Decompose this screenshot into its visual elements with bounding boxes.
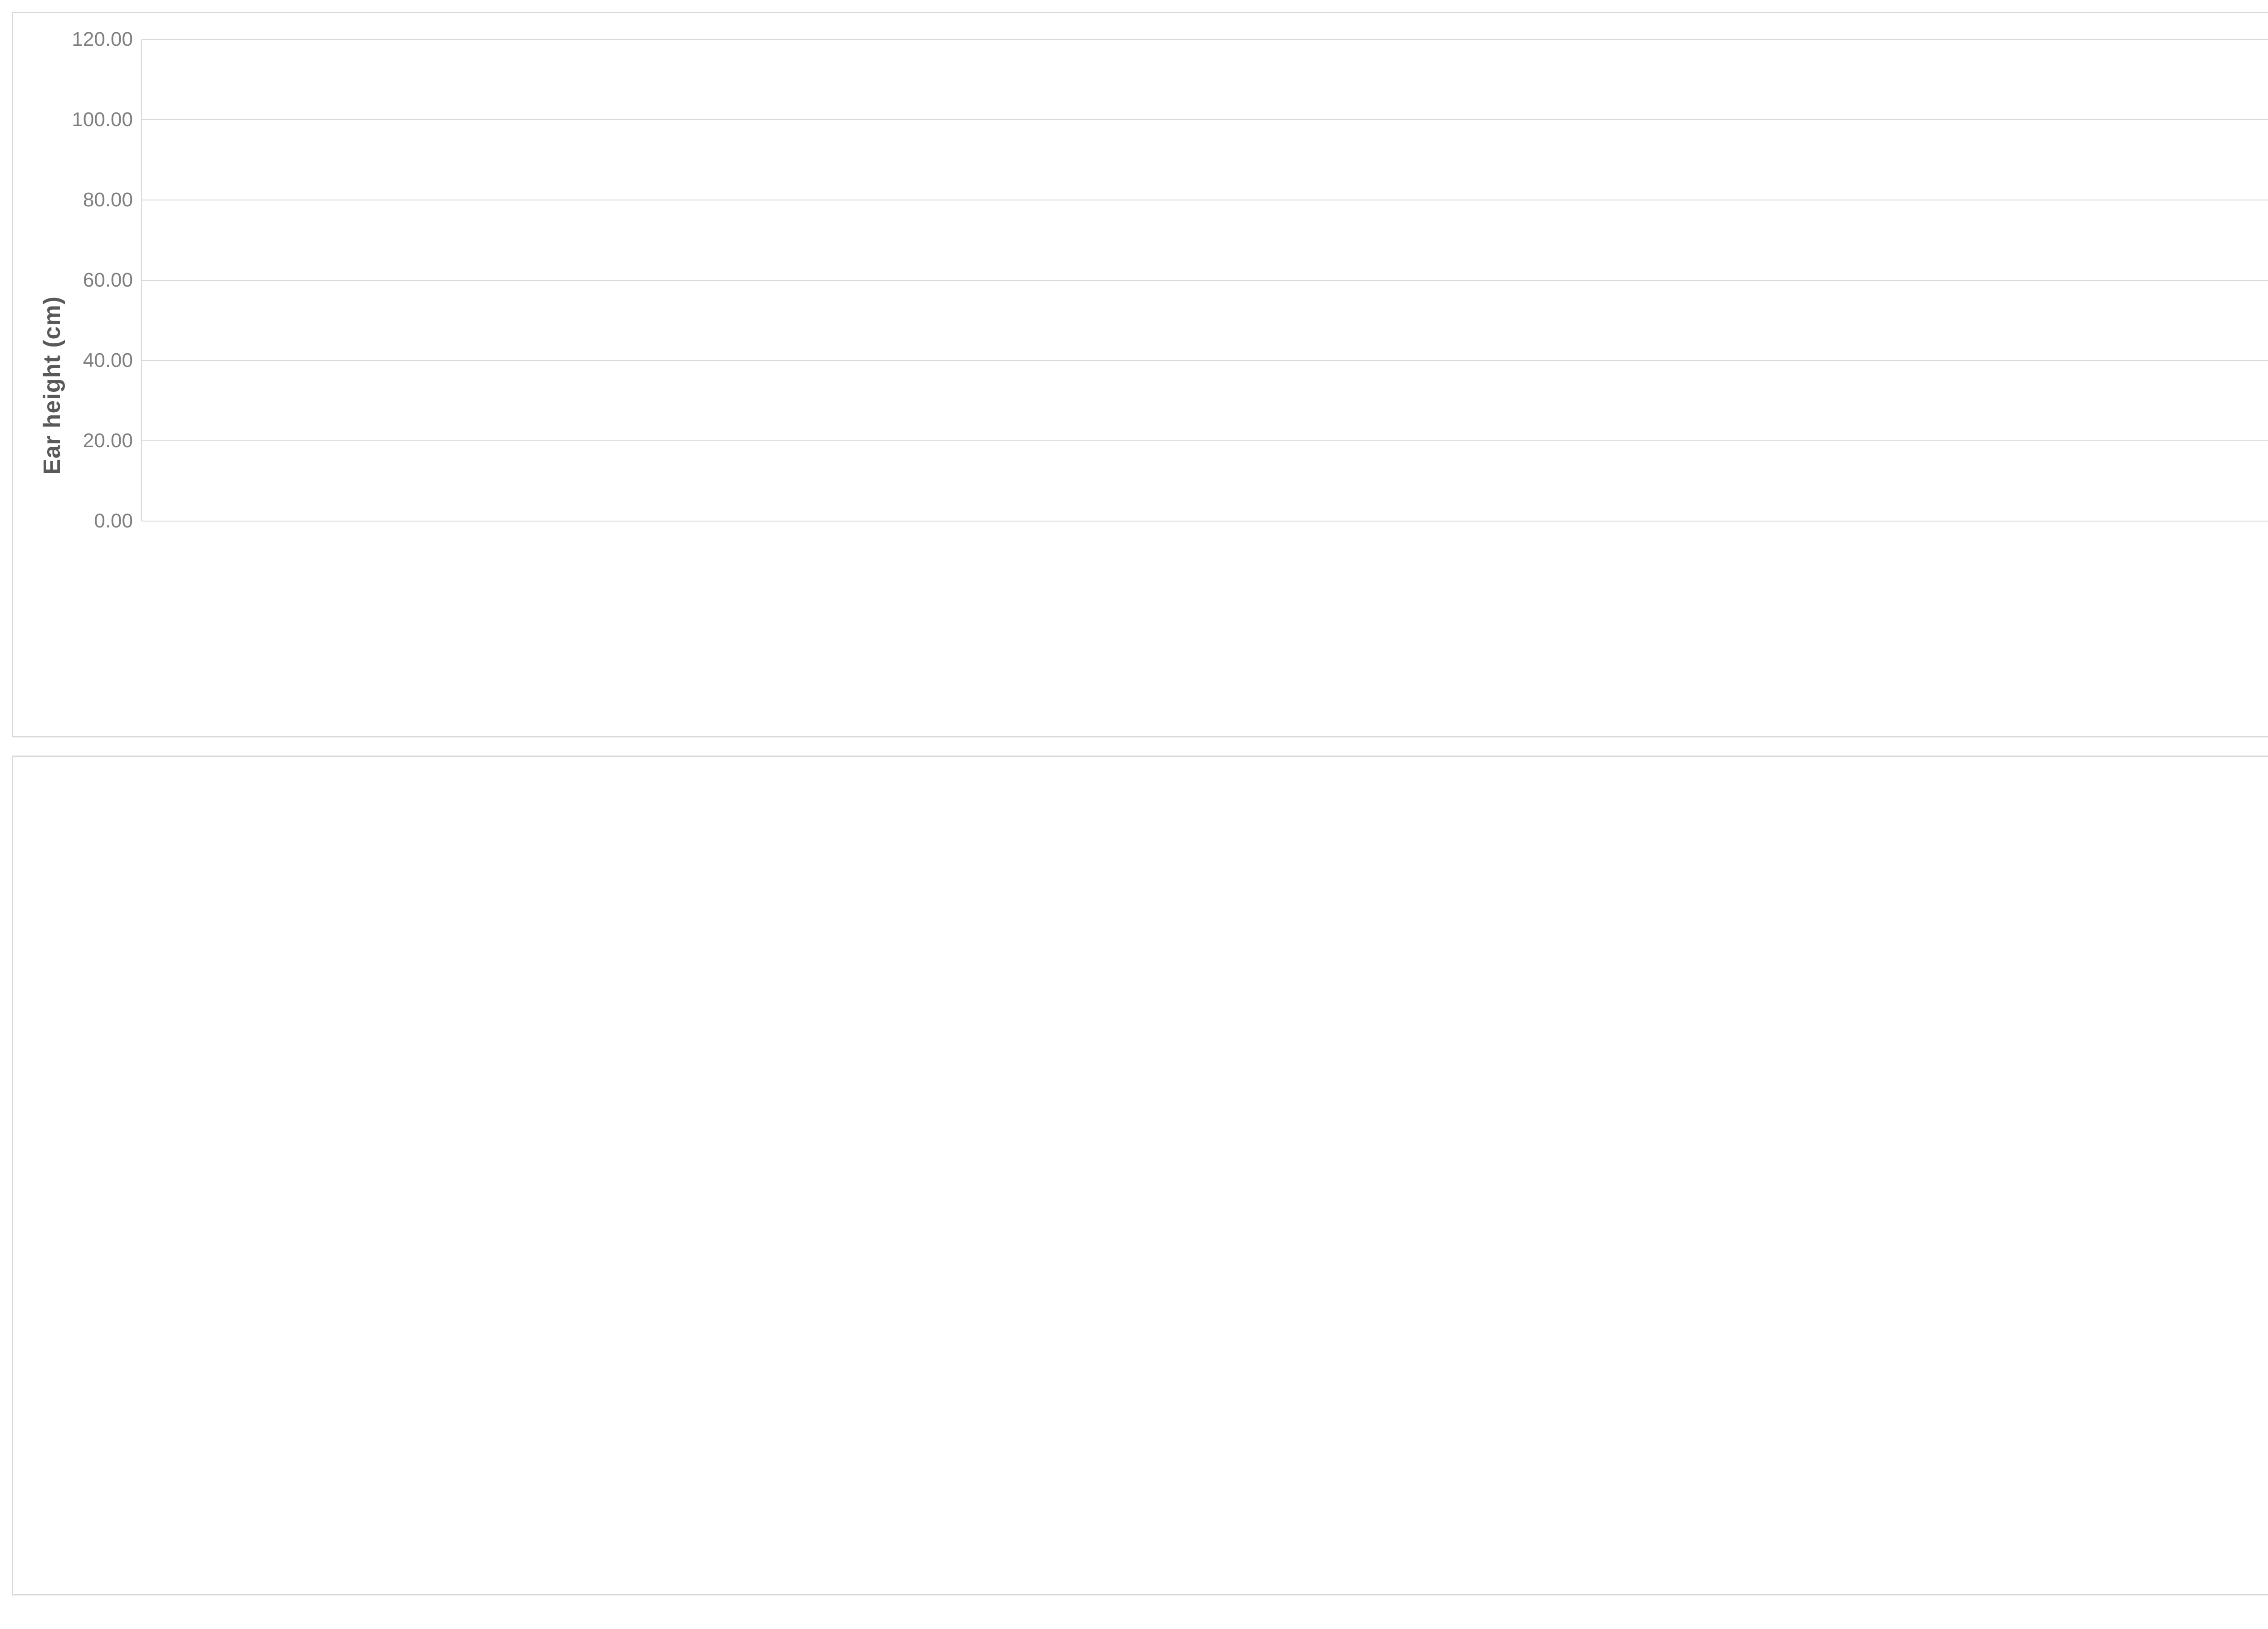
top-chart-panel: Ear height (cm) 120.00 100.00 80.00 60.00 40.… <box>12 12 2268 737</box>
bottom-bar-chart <box>31 786 2268 1590</box>
gridline <box>142 119 2268 120</box>
gridline <box>142 521 2268 522</box>
top-bar-chart: Ear height (cm) 120.00 100.00 80.00 60.00 40.… <box>31 28 2268 732</box>
gridline <box>142 280 2268 281</box>
bottom-chart-panel <box>12 756 2268 1595</box>
y-tick-label: 60.00 <box>83 269 133 291</box>
bar-group <box>142 39 2268 521</box>
gridline <box>142 39 2268 40</box>
gridline <box>142 440 2268 441</box>
y-axis-title-column: Ear height (cm) <box>31 39 73 732</box>
y-tick-label: 0.00 <box>94 510 133 532</box>
figure-two-bar-charts: { "series": [ {"name": "KWS3376", "color… <box>0 12 2268 1629</box>
plot-section <box>142 39 2268 521</box>
chart-main-column: 120.00 100.00 80.00 60.00 40.00 20.00 0.00 <box>72 28 2268 732</box>
y-tick-label: 80.00 <box>83 189 133 211</box>
y-axis-title: Ear height (cm) <box>39 296 65 475</box>
y-axis-tick-labels: 120.00 100.00 80.00 60.00 40.00 20.00 0.00 <box>72 28 141 532</box>
y-tick-label: 120.00 <box>72 28 133 50</box>
y-tick-label: 40.00 <box>83 349 133 371</box>
plot-row: 120.00 100.00 80.00 60.00 40.00 20.00 0.00 <box>72 28 2268 532</box>
plot-sections-layer <box>142 39 2268 521</box>
bars-row <box>142 39 2268 521</box>
y-tick-label: 20.00 <box>83 429 133 452</box>
y-tick-label: 100.00 <box>72 108 133 131</box>
plot-area <box>141 39 2268 522</box>
gridline <box>142 360 2268 361</box>
